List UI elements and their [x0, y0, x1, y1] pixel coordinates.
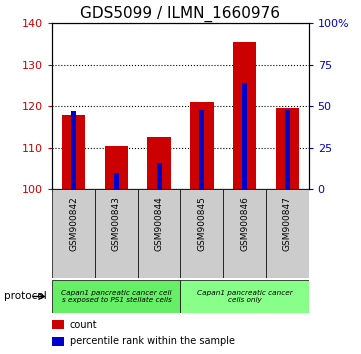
Text: GSM900844: GSM900844 — [155, 196, 164, 251]
Text: GSM900847: GSM900847 — [283, 196, 292, 251]
Bar — [190, 102, 214, 189]
Bar — [52, 337, 64, 346]
Bar — [52, 320, 64, 329]
Bar — [71, 111, 76, 189]
Bar — [199, 109, 204, 189]
Bar — [285, 109, 290, 189]
Bar — [114, 173, 119, 189]
Bar — [233, 42, 256, 189]
Bar — [52, 280, 180, 313]
Text: GSM900845: GSM900845 — [197, 196, 206, 251]
Bar — [52, 189, 95, 278]
Text: GSM900843: GSM900843 — [112, 196, 121, 251]
Bar — [147, 137, 171, 189]
Bar — [266, 189, 309, 278]
Text: protocol: protocol — [4, 291, 46, 302]
Text: percentile rank within the sample: percentile rank within the sample — [70, 336, 235, 346]
Bar — [275, 108, 299, 189]
Text: Capan1 pancreatic cancer
cells only: Capan1 pancreatic cancer cells only — [197, 290, 292, 303]
Bar — [242, 83, 247, 189]
Bar — [62, 114, 86, 189]
Bar — [105, 146, 128, 189]
Bar — [180, 189, 223, 278]
Text: count: count — [70, 320, 97, 330]
Text: GSM900842: GSM900842 — [69, 196, 78, 251]
Bar — [223, 189, 266, 278]
Bar — [157, 163, 162, 189]
Text: Capan1 pancreatic cancer cell
s exposed to PS1 stellate cells: Capan1 pancreatic cancer cell s exposed … — [61, 290, 172, 303]
Bar — [138, 189, 180, 278]
Text: GSM900846: GSM900846 — [240, 196, 249, 251]
Bar — [180, 280, 309, 313]
Bar — [95, 189, 138, 278]
Title: GDS5099 / ILMN_1660976: GDS5099 / ILMN_1660976 — [81, 5, 280, 22]
